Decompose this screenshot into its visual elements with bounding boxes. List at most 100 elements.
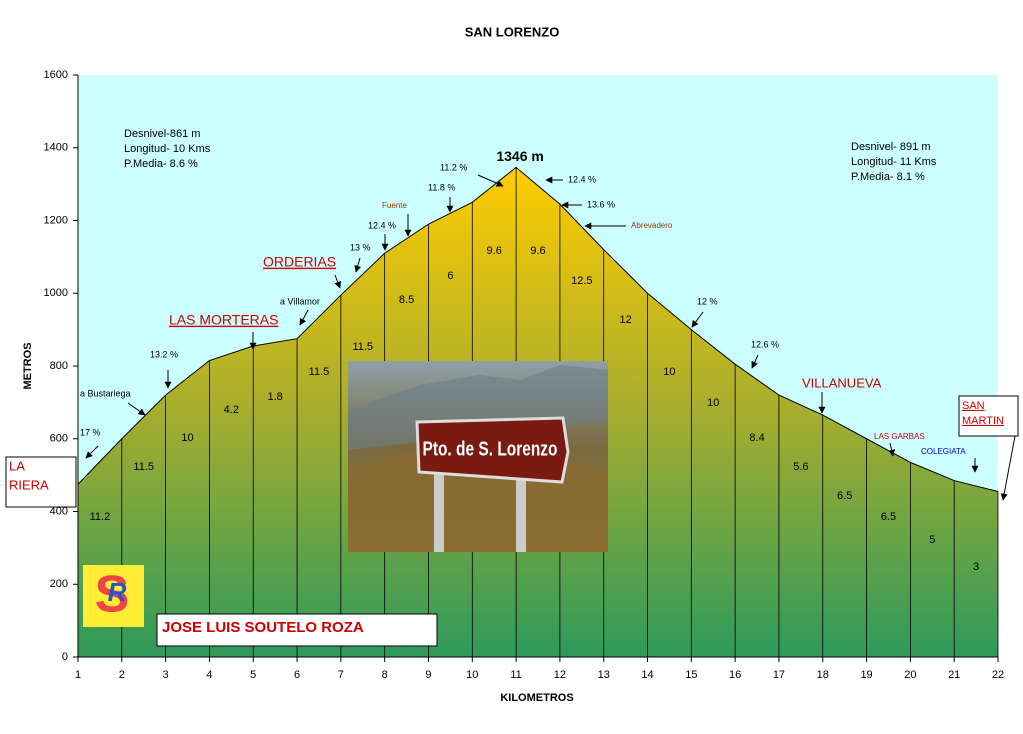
y-axis-title: METROS xyxy=(22,342,34,389)
sign-post xyxy=(516,470,526,552)
x-tick-label: 22 xyxy=(992,669,1004,681)
x-tick-label: 9 xyxy=(425,669,431,681)
annotation: LAS MORTERAS xyxy=(169,312,278,328)
x-axis-title: KILOMETROS xyxy=(500,692,573,704)
annotation-arrow xyxy=(751,354,759,369)
y-tick-label: 0 xyxy=(62,651,68,663)
place-box xyxy=(958,395,1019,437)
x-tick-label: 14 xyxy=(641,669,653,681)
segment-grade: 12.5 xyxy=(571,275,592,287)
segment-grade: 11.2 xyxy=(90,511,111,523)
segment-grade: 12 xyxy=(619,314,631,326)
x-tick-label: 12 xyxy=(554,669,566,681)
annotation: a Villamor xyxy=(280,296,320,306)
y-tick-label: 1000 xyxy=(44,287,68,299)
sign xyxy=(415,416,570,484)
chart-title: SAN LORENZO xyxy=(465,24,560,39)
annotation: Abrevadero xyxy=(631,221,673,230)
segment-grade: 9.6 xyxy=(487,245,502,257)
annotation-arrow xyxy=(299,309,309,326)
y-tick-label: 600 xyxy=(50,433,68,445)
x-tick-label: 21 xyxy=(948,669,960,681)
x-tick-label: 11 xyxy=(510,669,521,681)
photo-sign-text: Pto. de S. Lorenzo xyxy=(423,438,558,460)
y-tick-label: 200 xyxy=(50,578,68,590)
y-tick-label: 1600 xyxy=(44,69,68,81)
annotation: COLEGIATA xyxy=(921,447,966,456)
annotation: Fuente xyxy=(382,201,407,210)
x-tick-label: 15 xyxy=(685,669,697,681)
info-right: P.Media- 8.1 % xyxy=(851,171,925,183)
x-tick-label: 13 xyxy=(598,669,610,681)
annotation: 12 % xyxy=(697,296,718,306)
segment-grade: 11.5 xyxy=(133,461,154,473)
x-tick-label: 7 xyxy=(338,669,344,681)
annotation-arrow xyxy=(85,445,99,459)
x-tick-label: 20 xyxy=(904,669,916,681)
annotation: 13.6 % xyxy=(587,199,615,209)
x-tick-label: 8 xyxy=(382,669,388,681)
segment-grade: 4.2 xyxy=(224,404,239,416)
photo-mountain xyxy=(348,365,608,450)
place-box xyxy=(5,456,77,508)
x-tick-label: 18 xyxy=(817,669,829,681)
x-tick-label: 16 xyxy=(729,669,741,681)
y-tick-label: 400 xyxy=(50,505,68,517)
segment-grade: 1.8 xyxy=(267,391,282,403)
annotation: 13 % xyxy=(350,242,371,252)
segment-grade: 10 xyxy=(663,366,675,378)
place-name: LA xyxy=(9,458,25,473)
segment-grade: 6.5 xyxy=(881,511,896,523)
annotation: 11.8 % xyxy=(428,182,455,192)
info-right: Desnivel- 891 m xyxy=(851,141,930,153)
segment-grade: 11.5 xyxy=(309,366,330,378)
y-tick-label: 800 xyxy=(50,360,68,372)
x-tick-label: 5 xyxy=(250,669,256,681)
segment-grade: 5.6 xyxy=(793,461,808,473)
annotation-arrow xyxy=(888,442,895,457)
annotation: 12.4 % xyxy=(568,174,596,184)
info-left: Desnivel-861 m xyxy=(124,128,200,140)
annotation: a Bustariega xyxy=(80,388,131,398)
annotation-arrow xyxy=(127,402,146,416)
annotation: 17 % xyxy=(80,427,101,437)
segment-grade: 11.5 xyxy=(352,341,373,353)
place-name: SAN xyxy=(962,400,985,412)
info-right: Longitud- 11 Kms xyxy=(851,156,937,168)
annotation: 12.6 % xyxy=(751,339,779,349)
x-tick-label: 10 xyxy=(466,669,478,681)
info-left: Longitud- 10 Kms xyxy=(124,143,211,155)
info-left: P.Media- 8.6 % xyxy=(124,158,198,170)
annotation: LAS GARBAS xyxy=(874,432,925,441)
annotation-arrow xyxy=(477,174,504,187)
annotation-arrow xyxy=(691,311,704,328)
x-tick-label: 2 xyxy=(119,669,125,681)
annotation: VILLANUEVA xyxy=(802,375,882,390)
segment-grade: 9.6 xyxy=(530,245,545,257)
annotation-arrow xyxy=(354,257,362,273)
x-tick-label: 1 xyxy=(75,669,81,681)
profile-line xyxy=(77,166,999,492)
annotation: 12.4 % xyxy=(368,220,396,230)
sign-post xyxy=(434,470,444,552)
x-tick-label: 3 xyxy=(163,669,169,681)
annotation: 13.2 % xyxy=(150,349,178,359)
logo-letter: S xyxy=(95,566,130,624)
y-tick-label: 1200 xyxy=(44,214,68,226)
segment-grade: 10 xyxy=(707,397,719,409)
x-tick-label: 4 xyxy=(206,669,212,681)
peak-label: 1346 m xyxy=(496,148,543,164)
segment-grade: 8.5 xyxy=(399,294,414,306)
annotation-arrow xyxy=(334,274,342,289)
segment-grade: 6 xyxy=(447,270,453,282)
place-name: MARTIN xyxy=(962,415,1004,427)
logo-bg xyxy=(83,565,144,627)
segment-grade: 6.5 xyxy=(837,490,852,502)
author-box xyxy=(156,613,438,647)
y-tick-label: 1400 xyxy=(44,142,68,154)
place-name: RIERA xyxy=(9,477,49,492)
segment-grade: 5 xyxy=(929,534,935,546)
x-tick-label: 6 xyxy=(294,669,300,681)
x-tick-label: 19 xyxy=(860,669,872,681)
